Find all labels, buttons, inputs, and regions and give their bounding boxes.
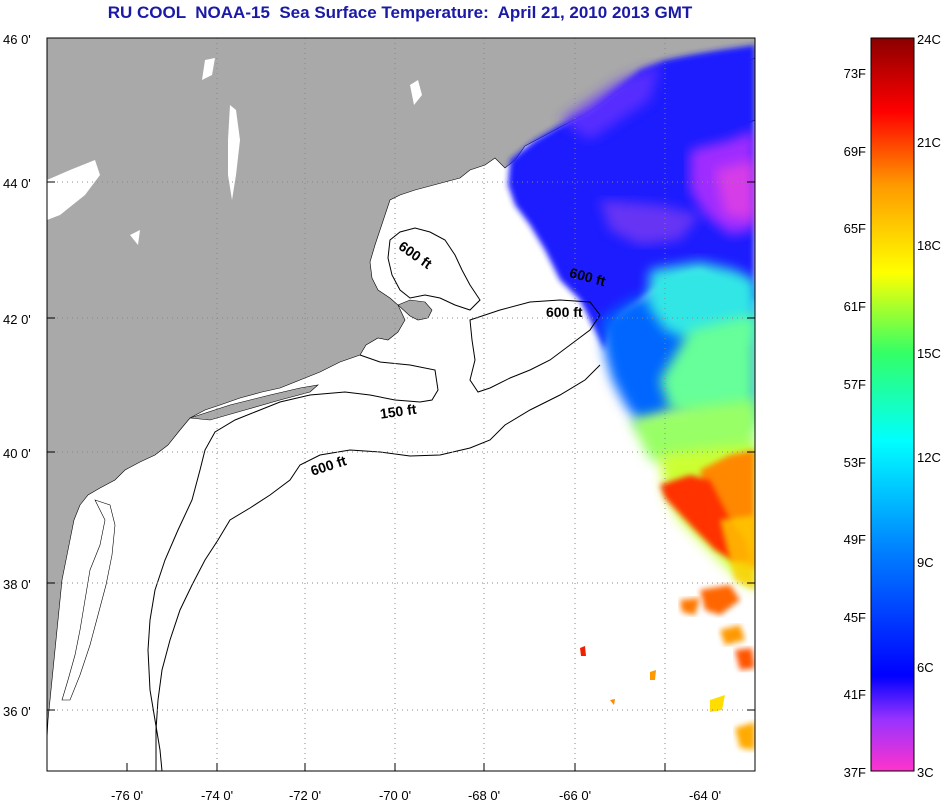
colorbar-c-labels: 24C 21C 18C 15C 12C 9C 6C 3C <box>917 32 941 780</box>
lon-label: -74 0' <box>201 788 233 803</box>
map-frame <box>46 37 756 772</box>
lake-champlain <box>228 105 240 200</box>
contour-600ft-gulf <box>387 227 481 311</box>
lat-label: 36 0' <box>3 704 31 719</box>
contour-600ft-shelf <box>155 364 601 771</box>
lon-label: -72 0' <box>289 788 321 803</box>
lon-label: -64 0' <box>689 788 721 803</box>
latitude-labels: 46 0' 44 0' 42 0' 40 0' 38 0' 36 0' <box>3 32 31 719</box>
colorbar-f-label: 41F <box>844 687 866 702</box>
map-title: RU COOL NOAA-15 Sea Surface Temperature:… <box>107 3 693 22</box>
contour-600ft-georges <box>469 299 601 393</box>
colorbar-f-label: 49F <box>844 532 866 547</box>
colorbar-c-label: 21C <box>917 135 941 150</box>
lake-moosehead <box>410 80 422 105</box>
lake-ontario-edge <box>47 160 100 220</box>
lon-label: -76 0' <box>111 788 143 803</box>
lake-small <box>202 58 215 80</box>
graticule <box>47 38 755 771</box>
colorbar-f-label: 45F <box>844 610 866 625</box>
longitude-labels: -76 0' -74 0' -72 0' -70 0' -68 0' -66 0… <box>111 788 721 803</box>
colorbar-c-label: 18C <box>917 238 941 253</box>
colorbar-c-label: 6C <box>917 660 934 675</box>
lon-label: -66 0' <box>559 788 591 803</box>
lon-label: -70 0' <box>379 788 411 803</box>
bathymetry-contours <box>147 227 601 771</box>
lat-label: 46 0' <box>3 32 31 47</box>
lat-label: 40 0' <box>3 446 31 461</box>
colorbar-c-label: 15C <box>917 346 941 361</box>
chesapeake-bay <box>61 499 116 701</box>
land-cape-cod <box>397 299 433 321</box>
contour-label-150ft: 150 ft <box>379 401 418 422</box>
colorbar-f-label: 57F <box>844 377 866 392</box>
lon-label: -68 0' <box>468 788 500 803</box>
frame-ticks <box>47 37 755 771</box>
colorbar-f-labels: 73F 69F 65F 61F 57F 53F 49F 45F 41F 37F <box>844 66 866 780</box>
sst-overlay <box>508 45 755 750</box>
colorbar <box>870 37 915 772</box>
contour-150ft <box>147 354 439 771</box>
colorbar-c-label: 3C <box>917 765 934 780</box>
land-long-island <box>189 384 319 421</box>
colorbar-f-label: 53F <box>844 455 866 470</box>
colorbar-c-label: 9C <box>917 555 934 570</box>
lat-label: 44 0' <box>3 176 31 191</box>
lat-label: 42 0' <box>3 312 31 327</box>
colorbar-f-label: 73F <box>844 66 866 81</box>
colorbar-f-label: 61F <box>844 299 866 314</box>
lat-label: 38 0' <box>3 577 31 592</box>
colorbar-f-label: 65F <box>844 221 866 236</box>
colorbar-c-label: 12C <box>917 450 941 465</box>
colorbar-c-label: 24C <box>917 32 941 47</box>
lake-small <box>130 230 140 245</box>
colorbar-f-label: 69F <box>844 144 866 159</box>
contour-label-600ft-georges: 600 ft <box>546 304 583 320</box>
colorbar-f-label: 37F <box>844 765 866 780</box>
